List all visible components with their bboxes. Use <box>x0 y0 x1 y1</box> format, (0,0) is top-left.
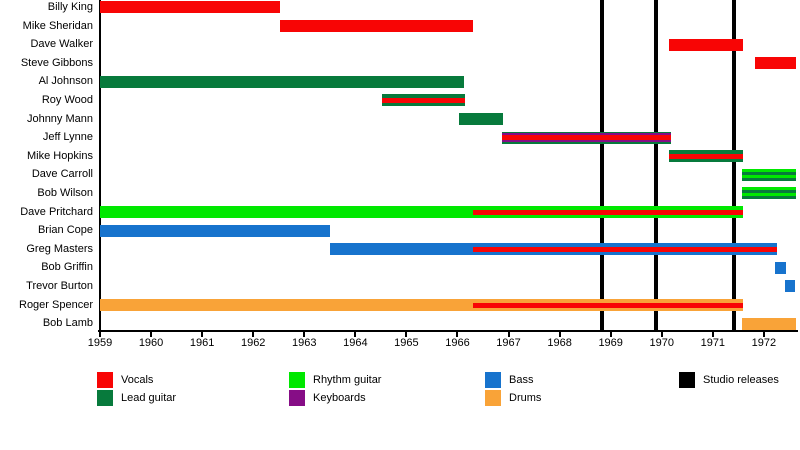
member-name-label-roy-wood: Roy Wood <box>41 93 93 106</box>
x-axis-tick-label: 1962 <box>240 337 266 349</box>
member-name-label-jeff-lynne: Jeff Lynne <box>42 131 93 144</box>
bar-billy-king <box>100 1 280 14</box>
x-axis-tick-label: 1970 <box>649 337 674 349</box>
x-axis-tick-label: 1966 <box>445 337 470 349</box>
bar-bob-griffin <box>774 261 786 274</box>
x-axis-tick-label: 1965 <box>394 337 419 349</box>
bar-stripe-vocals <box>501 135 671 141</box>
member-name-label-bob-wilson: Bob Wilson <box>37 186 93 199</box>
bar-stripe-vocals <box>472 246 777 252</box>
x-axis-tick <box>762 332 765 337</box>
bar-greg-masters <box>472 243 777 256</box>
bar-brian-cope <box>100 224 330 237</box>
bar-bob-lamb <box>741 317 797 330</box>
x-axis-tick <box>201 332 204 337</box>
bar-al-johnson <box>100 75 465 88</box>
legend-swatch-studio-releases <box>679 372 695 388</box>
bar-stripe-vocals <box>472 302 743 308</box>
member-name-label-bob-lamb: Bob Lamb <box>42 317 93 330</box>
member-name-label-johnny-mann: Johnny Mann <box>26 112 93 125</box>
bar-greg-masters <box>329 243 473 256</box>
legend-label-lead-guitar: Lead guitar <box>121 392 177 404</box>
legend-label-rhythm-guitar: Rhythm guitar <box>313 374 382 386</box>
x-axis-tick <box>558 332 561 337</box>
x-axis-line <box>98 330 798 332</box>
member-name-label-mike-hopkins: Mike Hopkins <box>26 149 93 162</box>
x-axis-tick-label: 1959 <box>87 337 113 349</box>
bar-jeff-lynne <box>501 131 671 144</box>
bar-trevor-burton <box>784 280 796 293</box>
x-axis-tick-label: 1972 <box>751 337 777 349</box>
member-name-label-al-johnson: Al Johnson <box>38 75 93 88</box>
member-name-label-greg-masters: Greg Masters <box>26 242 93 255</box>
bar-dave-carroll <box>741 168 797 181</box>
studio-release-line <box>654 0 658 330</box>
bar-mike-sheridan <box>279 20 473 32</box>
x-axis-tick <box>609 332 612 337</box>
x-axis-tick-label: 1971 <box>700 337 726 349</box>
legend-swatch-drums <box>485 390 501 406</box>
x-axis-tick <box>711 332 714 337</box>
bar-mike-hopkins <box>668 150 743 163</box>
bar-roger-spencer <box>100 299 473 311</box>
bar-dave-pritchard <box>472 206 743 218</box>
legend-label-bass: Bass <box>509 374 534 386</box>
member-name-label-dave-pritchard: Dave Pritchard <box>20 205 93 218</box>
legend-label-studio-releases: Studio releases <box>703 374 779 386</box>
legend-label-vocals: Vocals <box>121 374 154 386</box>
bar-roy-wood <box>381 94 466 107</box>
member-name-label-mike-sheridan: Mike Sheridan <box>22 19 93 32</box>
x-axis-tick-label: 1967 <box>496 337 521 349</box>
member-name-label-roger-spencer: Roger Spencer <box>19 298 93 311</box>
x-axis-tick <box>150 332 153 337</box>
bar-stripe-vocals <box>472 209 743 215</box>
legend-swatch-vocals <box>97 372 113 388</box>
studio-release-line <box>732 0 736 330</box>
bar-stripe-vocals <box>668 153 743 159</box>
x-axis-tick-label: 1969 <box>598 337 623 349</box>
legend-swatch-bass <box>485 372 501 388</box>
bar-bob-wilson <box>741 187 797 200</box>
member-name-label-dave-walker: Dave Walker <box>30 38 93 51</box>
x-axis-tick <box>99 332 101 337</box>
bar-dave-pritchard <box>100 206 473 218</box>
x-axis-tick-label: 1963 <box>292 337 317 349</box>
x-axis-tick <box>507 332 510 337</box>
legend-swatch-keyboards <box>289 390 305 406</box>
legend-label-keyboards: Keyboards <box>313 392 366 404</box>
member-name-label-brian-cope: Brian Cope <box>37 224 93 237</box>
x-axis-tick-label: 1968 <box>547 337 572 349</box>
x-axis-tick <box>456 332 459 337</box>
studio-release-line <box>600 0 604 330</box>
bar-stripe-vocals <box>381 97 466 103</box>
legend-swatch-lead-guitar <box>97 390 113 406</box>
x-axis-tick <box>660 332 663 337</box>
bar-roger-spencer <box>472 299 743 311</box>
member-name-label-steve-gibbons: Steve Gibbons <box>20 56 93 69</box>
x-axis-tick-label: 1964 <box>343 337 368 349</box>
member-name-label-dave-carroll: Dave Carroll <box>31 168 93 181</box>
bar-johnny-mann <box>459 113 503 125</box>
y-axis-line <box>99 0 101 331</box>
legend-swatch-rhythm-guitar <box>289 372 305 388</box>
legend-label-drums: Drums <box>509 392 542 404</box>
x-axis-tick <box>303 332 306 337</box>
x-axis-tick-label: 1960 <box>138 337 164 349</box>
x-axis-tick <box>405 332 408 337</box>
member-name-label-trevor-burton: Trevor Burton <box>26 279 93 292</box>
member-name-label-bob-griffin: Bob Griffin <box>41 261 93 274</box>
x-axis-tick <box>354 332 357 337</box>
x-axis-tick-label: 1961 <box>189 337 215 349</box>
member-name-label-billy-king: Billy King <box>47 0 93 13</box>
x-axis-tick <box>252 332 255 337</box>
bar-steve-gibbons <box>755 57 797 70</box>
bar-dave-walker <box>668 38 743 51</box>
